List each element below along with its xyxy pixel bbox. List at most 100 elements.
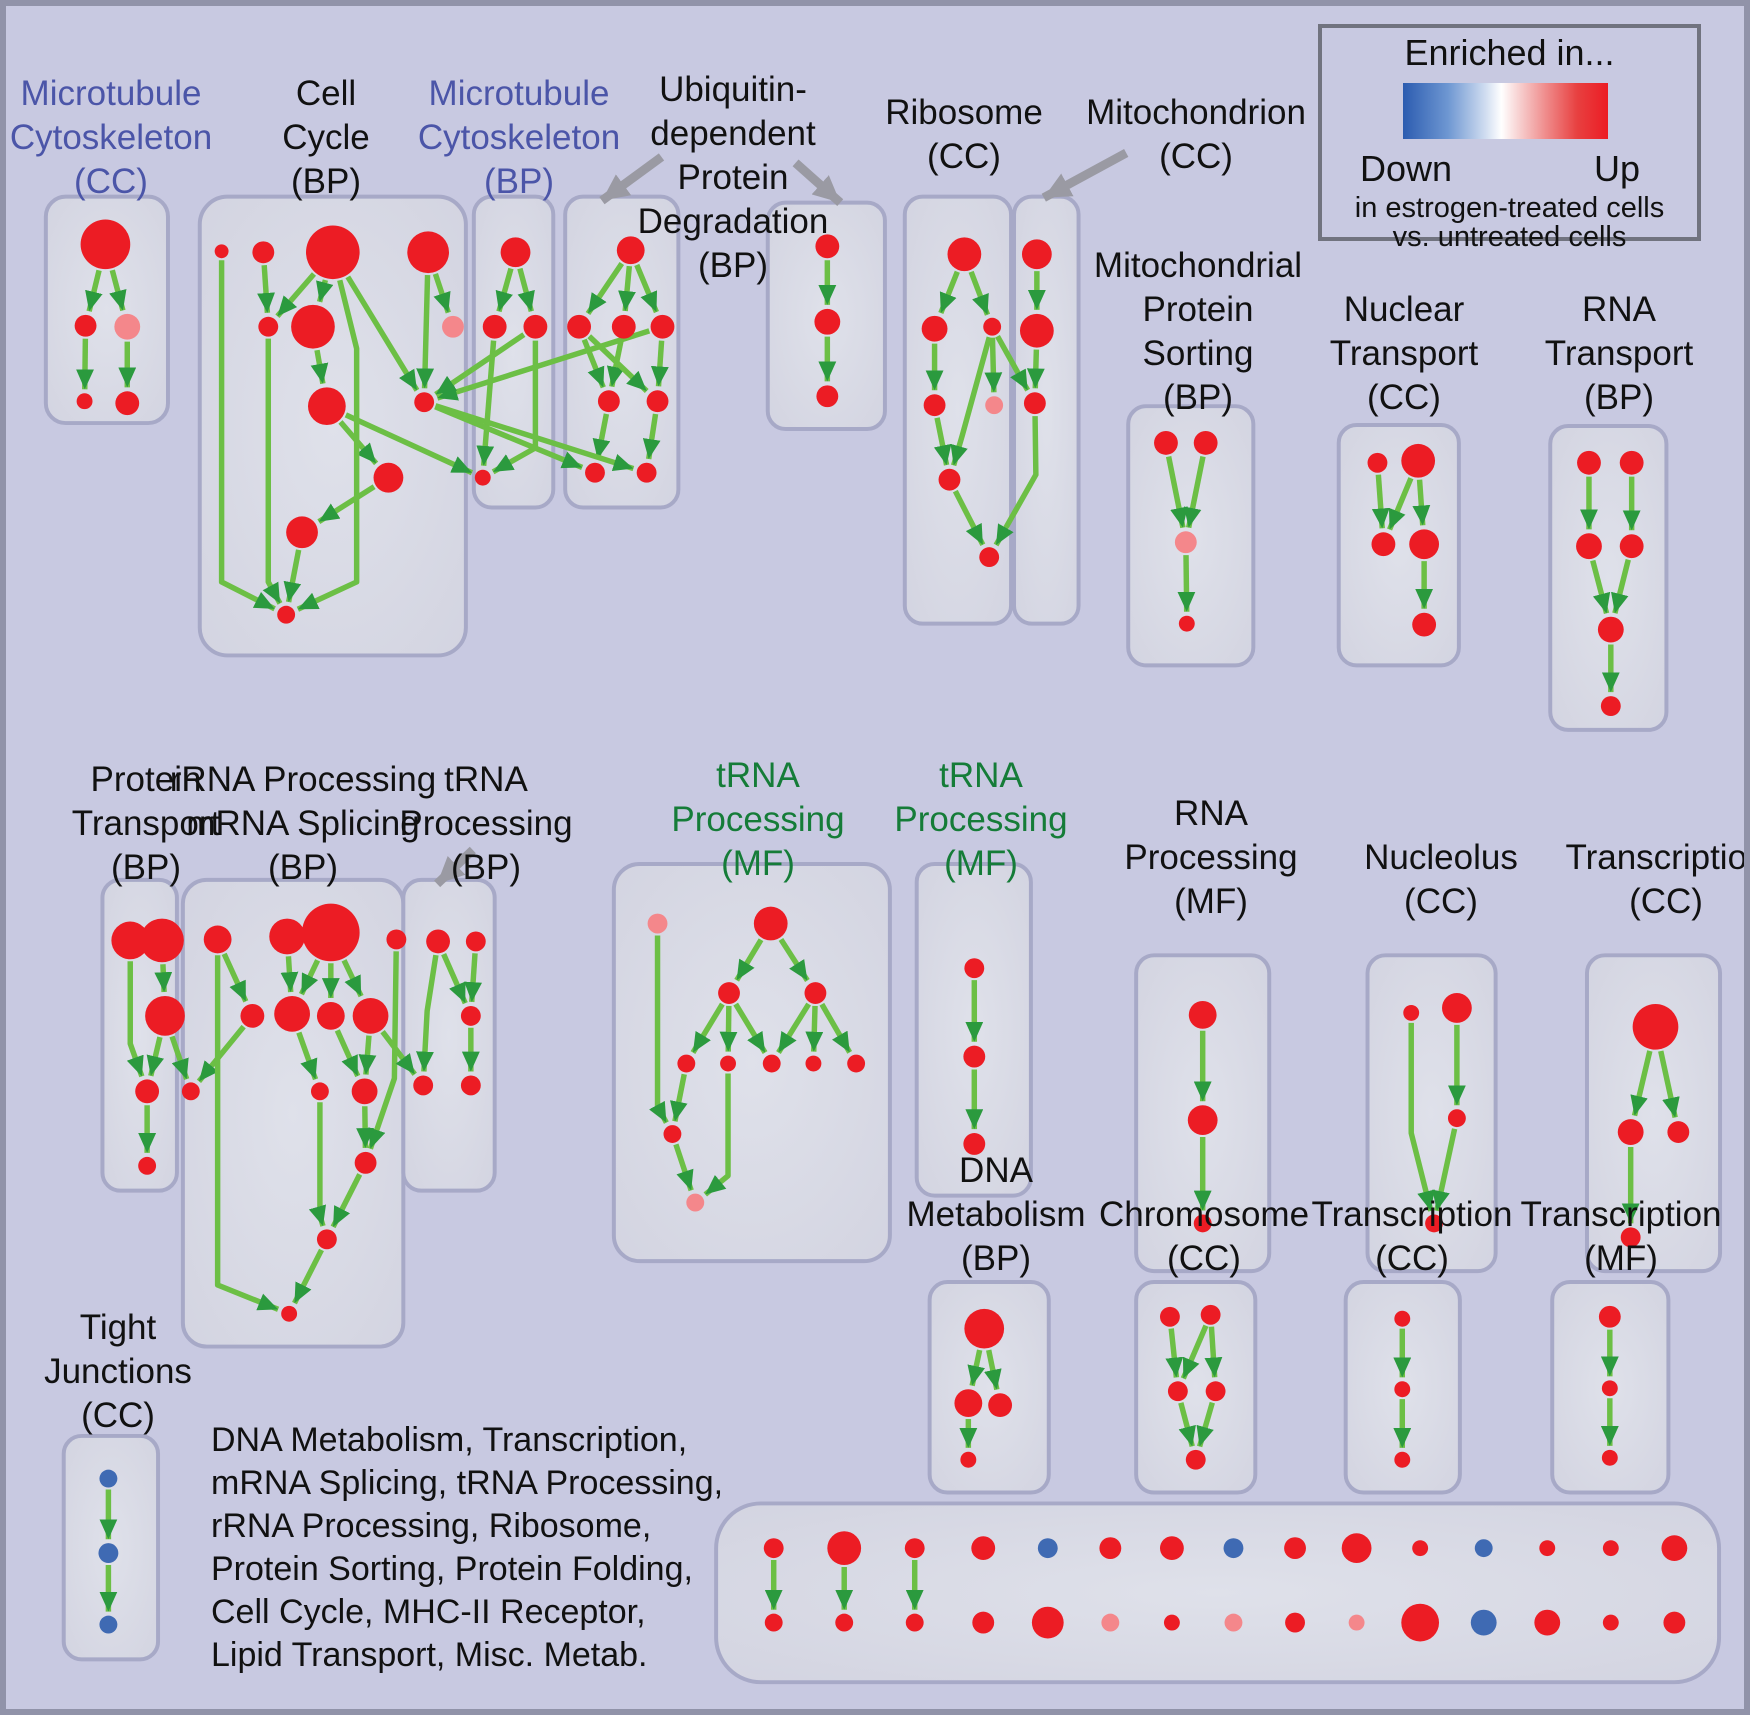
edge-arrow: [296, 279, 360, 612]
edge-arrow: [330, 1173, 363, 1229]
edge-arrow: [673, 1143, 694, 1192]
edge-arrow: [734, 938, 764, 982]
go-term-node-nuclear_t-1: [1401, 443, 1436, 478]
misc-text-line: DNA Metabolism, Transcription,: [211, 1421, 688, 1459]
go-term-node-misc_strip-15: [764, 1613, 783, 1632]
go-term-node-transcription_cc_a-2: [1667, 1121, 1690, 1143]
edge-arrow: [1177, 555, 1196, 612]
legend-subtitle-1: in estrogen-treated cells: [1354, 192, 1665, 224]
go-term-node-ribosome-2: [983, 317, 1002, 336]
go-term-node-mt_cc-1: [74, 314, 97, 337]
edge-arrow: [776, 1002, 811, 1054]
go-term-node-rrna-0: [203, 925, 232, 954]
go-term-node-nucleolus-2: [1447, 1109, 1466, 1128]
edge-arrow: [380, 1030, 417, 1076]
legend-title: Enriched in...: [1404, 32, 1615, 73]
edge-arrow: [154, 964, 173, 993]
go-term-node-transcription_cc_a-3: [1620, 1227, 1641, 1248]
go-term-node-transcription_cc_a-1: [1617, 1119, 1644, 1145]
edge-arrow: [345, 275, 420, 392]
go-term-node-nucleolus-3: [1425, 1214, 1443, 1233]
panel-mt_cc: [43, 194, 170, 426]
edge-arrow: [1432, 1128, 1458, 1212]
edge-arrow: [169, 1035, 190, 1081]
edge-arrow: [434, 403, 635, 472]
go-term-node-chromosome-1: [1200, 1304, 1221, 1325]
go-term-node-dna_met-0: [964, 1308, 1005, 1349]
go-term-node-chromosome-3: [1205, 1381, 1226, 1402]
edges-layer: [76, 260, 1680, 1612]
go-term-node-protein_t-3: [135, 1079, 160, 1104]
go-term-node-misc_strip-29: [1663, 1611, 1686, 1634]
edge-arrow: [1165, 455, 1188, 529]
go-term-node-cell_cycle-2: [306, 225, 360, 280]
go-term-node-ubiq_bp-1: [567, 314, 592, 339]
edge-arrow: [1590, 559, 1611, 615]
go-term-node-rna_t-4: [1597, 616, 1624, 643]
edge-arrow: [341, 959, 364, 998]
edge-arrow: [733, 1002, 768, 1054]
go-term-node-trna_bp-0: [426, 929, 450, 954]
network-diagram: [43, 149, 1723, 1685]
go-term-node-cell_cycle-9: [373, 462, 404, 493]
go-term-node-misc_strip-12: [1539, 1540, 1556, 1557]
label-pointer-arrow: [434, 846, 476, 888]
go-term-node-ubiq_chain-0: [815, 234, 840, 259]
edge-arrow: [1387, 477, 1414, 531]
go-term-node-ubiq_bp-6: [585, 462, 605, 483]
edge-arrow: [298, 959, 321, 996]
edge-arrow: [316, 279, 334, 303]
go-term-node-misc_strip-10: [1412, 1540, 1429, 1557]
edge-arrow: [1630, 1050, 1653, 1117]
go-term-node-misc_strip-0: [763, 1538, 784, 1559]
go-term-node-trna_mf2-0: [964, 958, 985, 979]
edge-arrow: [283, 549, 302, 603]
edge-arrow: [618, 265, 636, 312]
go-term-node-ubiq_bp-0: [616, 236, 645, 265]
go-term-node-trna_mf1-7: [805, 1055, 822, 1072]
go-term-node-cell_cycle-11: [277, 605, 296, 624]
edge-arrow: [703, 1073, 731, 1197]
edge-arrow: [221, 952, 249, 1003]
go-term-node-trna_mf1-3: [804, 982, 827, 1004]
go-term-node-mps-0: [1154, 431, 1178, 455]
go-term-node-rrna-13: [281, 1305, 298, 1322]
edge-arrow: [126, 961, 145, 1078]
panel-chromosome: [1134, 1280, 1258, 1495]
go-term-node-trna_mf1-5: [720, 1055, 736, 1072]
go-term-node-trna_mf1-2: [718, 982, 740, 1004]
go-term-node-dna_met-3: [960, 1451, 977, 1468]
edge-arrow: [356, 1106, 375, 1148]
edge-arrow: [933, 417, 952, 466]
go-term-node-rrna-1: [269, 918, 306, 955]
go-term-node-rna_t-1: [1619, 450, 1644, 475]
misc-text-line: Cell Cycle, MHC-II Receptor,: [211, 1593, 646, 1631]
go-term-node-misc_strip-28: [1602, 1614, 1619, 1631]
panel-rna_t: [1548, 424, 1669, 732]
go-term-node-mt_bp-0: [500, 237, 531, 268]
go-term-node-misc_strip-23: [1285, 1612, 1305, 1633]
go-term-node-rrna-8: [181, 1082, 200, 1101]
legend-box: Enriched in... Down Up in estrogen-treat…: [1318, 24, 1701, 253]
go-term-node-rna_t-5: [1600, 696, 1621, 716]
edge-arrow: [642, 413, 661, 460]
go-term-node-misc_strip-8: [1284, 1537, 1306, 1560]
go-term-node-chromosome-4: [1185, 1449, 1206, 1470]
go-term-node-nucleolus-1: [1442, 993, 1472, 1023]
go-term-node-protein_t-4: [138, 1156, 157, 1175]
go-term-node-mt_cc-3: [76, 393, 93, 410]
go-term-node-transcription_mf-1: [1601, 1380, 1618, 1397]
edge-arrow: [436, 328, 651, 401]
edge-arrow: [592, 413, 611, 460]
legend-subtitle-2: vs. untreated cells: [1392, 221, 1627, 253]
edge-arrow: [196, 1024, 246, 1084]
go-term-node-misc_strip-14: [1661, 1535, 1688, 1562]
edge-arrow: [1165, 1328, 1184, 1378]
annotation-arrows-layer: [434, 149, 1129, 888]
go-term-node-dna_met-2: [988, 1393, 1013, 1418]
edge-arrow: [993, 416, 1039, 547]
label-pointer-arrow: [792, 159, 844, 206]
edge-arrow: [495, 267, 514, 313]
legend-down-label: Down: [1360, 148, 1453, 189]
